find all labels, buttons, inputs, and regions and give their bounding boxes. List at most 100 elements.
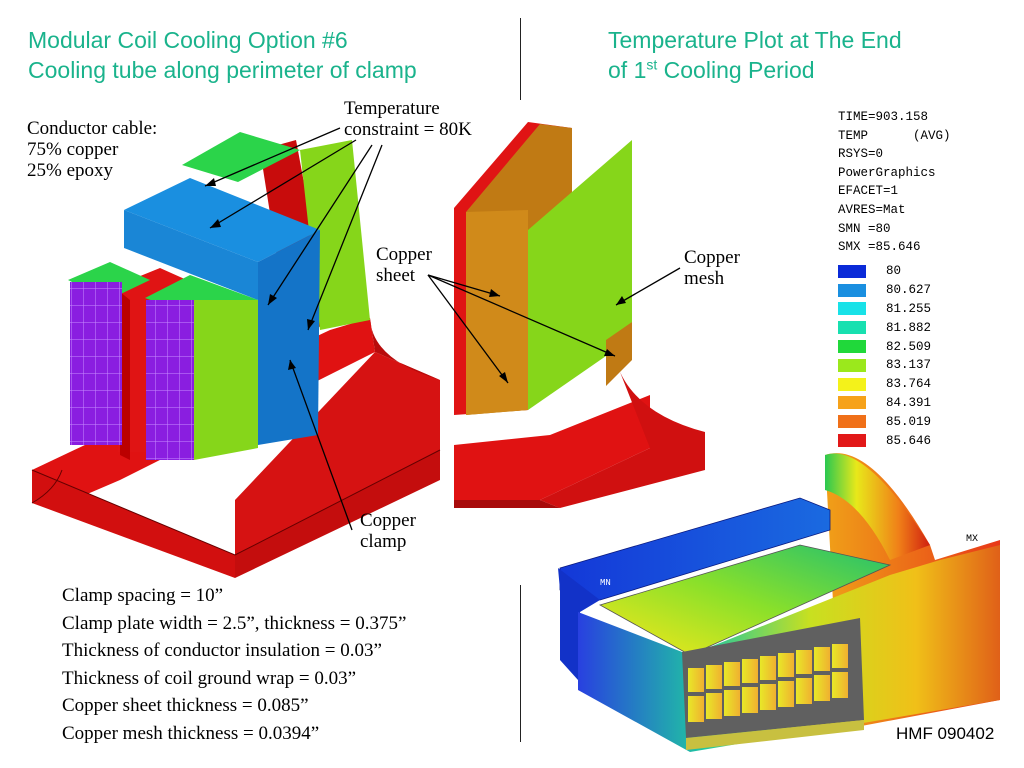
divider-top [520,18,521,100]
arrowhead [489,289,500,297]
arrowhead [268,294,277,305]
legend-swatch [838,415,866,429]
sheet-arrow-2 [427,274,509,384]
grid-cell [688,696,704,722]
mesh-arrow [615,267,681,306]
legend-row: 81.882 [838,318,931,337]
blue-clamp-front [124,210,258,300]
left-model [31,132,441,578]
footer-id: HMF 090402 [896,724,995,743]
plot-curve-surface [825,453,930,560]
sheet-arrow-1 [427,274,501,297]
spec-list: Clamp spacing = 10” Clamp plate width = … [62,582,406,747]
grid-cell [796,678,812,704]
legend-swatch [838,358,866,372]
left-title-line1: Modular Coil Cooling Option #6 [28,27,348,53]
legend-swatch [838,321,866,335]
grid-cell [778,653,794,677]
left-base-notch [31,469,63,504]
right-coil-side [194,300,258,460]
clamp-arrow [289,359,353,531]
legend-row: 80 [838,262,931,281]
left-base-side [235,450,440,578]
legend-swatch [838,434,866,448]
divider-bottom [520,585,521,742]
left-red-plate-edge [120,292,130,460]
left-coil-top [68,262,150,300]
arrowhead [307,319,315,330]
copper-clamp-label: Copper clamp [360,510,416,552]
left-base-wall [235,352,440,555]
spec-item: Thickness of conductor insulation = 0.03… [62,640,382,661]
grid-cell [688,668,704,692]
temperature-plot-model: MN MX [558,453,1000,752]
legend-swatch [838,340,866,354]
temperature-label: Temperature constraint = 80K [344,98,472,140]
left-title: Modular Coil Cooling Option #6 Cooling t… [28,25,417,85]
grid-cell [760,684,776,710]
left-base-front [32,470,235,578]
grid-cell [814,647,830,671]
left-back-coil-top [182,132,300,182]
spec-item: Thickness of coil ground wrap = 0.03” [62,667,357,689]
legend-swatch [838,283,866,297]
spec-item: Copper sheet thickness = 0.085” [62,695,309,716]
arrow-heads [205,178,626,383]
legend-row: 85.646 [838,431,931,450]
temp-arrow-3 [267,144,373,306]
legend-row: 84.391 [838,394,931,413]
plot-top-plate [598,544,892,656]
plot-min-marker: MN [600,578,611,588]
left-title-line2: Cooling tube along perimeter of clamp [28,57,417,83]
legend-row: 85.019 [838,412,931,431]
left-coil-grid [70,282,122,445]
copper-sheet-front [466,210,528,415]
plot-grid-base [686,720,864,750]
right-title-line1: Temperature Plot at The End [608,27,902,53]
spec-item: Copper mesh thickness = 0.0394” [62,722,320,744]
legend-swatch [838,396,866,410]
spec-item: Clamp plate width = 2.5”, thickness = 0.… [62,612,407,634]
mid-base-right [540,372,705,508]
middle-model [454,122,705,508]
temp-arrow-2 [209,139,357,229]
legend-row: 81.255 [838,300,931,319]
grid-cell [760,656,776,680]
mid-base [454,395,650,500]
temp-arrow-4 [307,144,383,331]
mid-base-bottom [454,500,560,508]
grid-cell [796,650,812,674]
legend-row: 83.764 [838,375,931,394]
right-title: Temperature Plot at The End of 1st Cooli… [608,25,902,85]
ansys-info: TIME=903.158 TEMP (AVG) RSYS=0 PowerGrap… [838,110,951,255]
sheet-arrow-3 [427,274,616,357]
plot-grid-cells [688,644,848,722]
grid-cell [742,659,758,683]
conductor-label: Conductor cable: 75% copper 25% epoxy [27,118,158,181]
grid-cell [706,693,722,719]
plot-max-marker: MX [966,534,978,545]
annotation-lines [204,127,681,531]
temperature-legend: 80 80.627 81.255 81.882 82.509 83.137 83… [838,262,931,450]
arrowhead [205,178,216,186]
spec-item: Clamp spacing = 10” [62,585,224,606]
arrowhead [616,296,626,305]
legend-row: 82.509 [838,337,931,356]
blue-clamp-top [124,178,320,262]
legend-row: 80.627 [838,281,931,300]
right-title-line2: of 1st Cooling Period [608,56,815,83]
mesh-lower-patch [606,322,632,386]
temp-arrow-1 [204,127,341,187]
copper-sheet-label: Copper sheet [376,244,432,286]
legend-swatch [838,302,866,316]
legend-row: 83.137 [838,356,931,375]
arrowhead [604,349,615,356]
legend-swatch [838,377,866,391]
arrowhead [288,360,296,370]
grid-cell [832,644,848,668]
left-base-edge [31,449,441,556]
grid-cell [724,662,740,686]
arrowhead [499,372,508,383]
grid-cell [832,672,848,698]
